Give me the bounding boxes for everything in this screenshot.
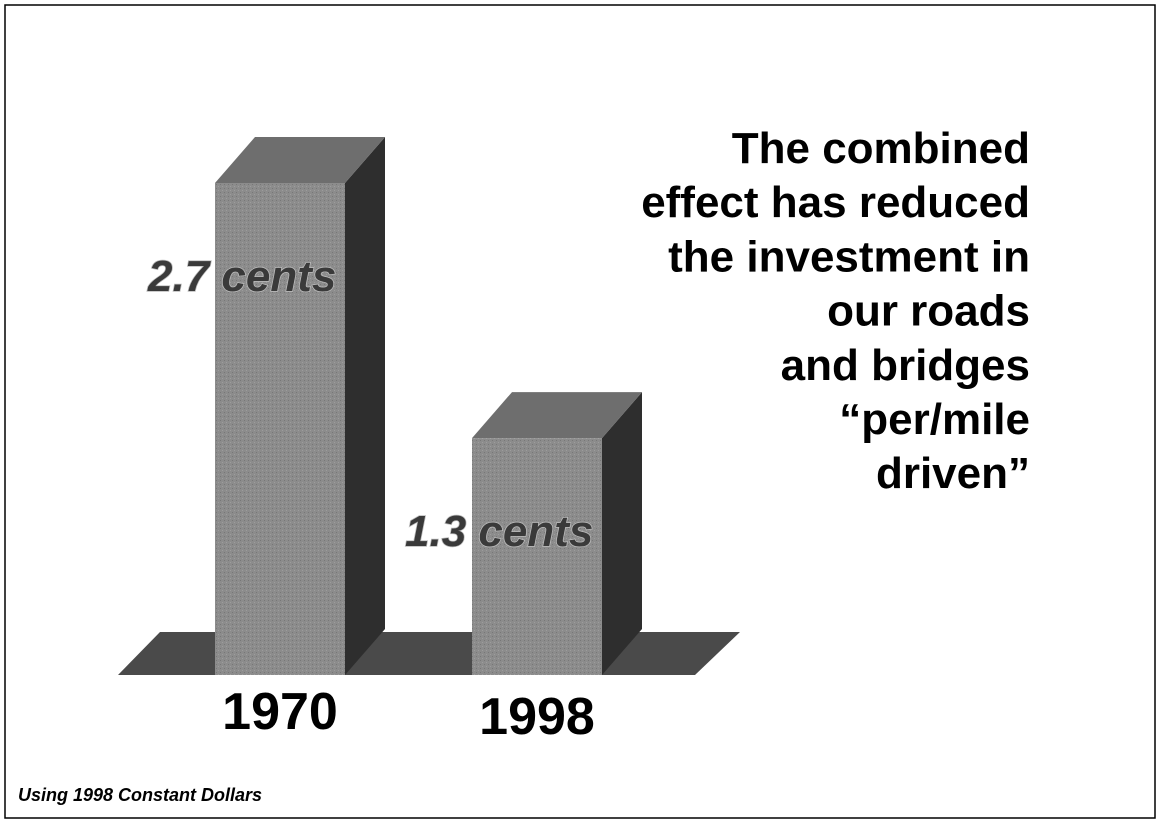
floor bbox=[118, 632, 740, 675]
bar-texture bbox=[215, 183, 345, 675]
value-label: 2.7 cents bbox=[147, 252, 336, 301]
title-line: our roads bbox=[827, 287, 1030, 336]
title-line: effect has reduced bbox=[641, 178, 1030, 227]
bar-texture bbox=[472, 438, 602, 675]
bar-top bbox=[472, 392, 642, 439]
category-label: 1998 bbox=[479, 688, 595, 746]
title-line: “per/mile bbox=[839, 395, 1030, 444]
title-line: The combined bbox=[732, 124, 1030, 173]
bar-side bbox=[602, 392, 642, 675]
title-line: driven” bbox=[876, 449, 1030, 498]
bar-top bbox=[215, 137, 385, 183]
title-line: the investment in bbox=[668, 232, 1030, 281]
title-line: and bridges bbox=[781, 341, 1030, 390]
footnote: Using 1998 Constant Dollars bbox=[18, 785, 262, 805]
value-label: 1.3 cents bbox=[405, 507, 593, 556]
frame bbox=[4, 4, 1156, 819]
bar-side bbox=[345, 137, 385, 675]
category-label: 1970 bbox=[222, 683, 338, 741]
